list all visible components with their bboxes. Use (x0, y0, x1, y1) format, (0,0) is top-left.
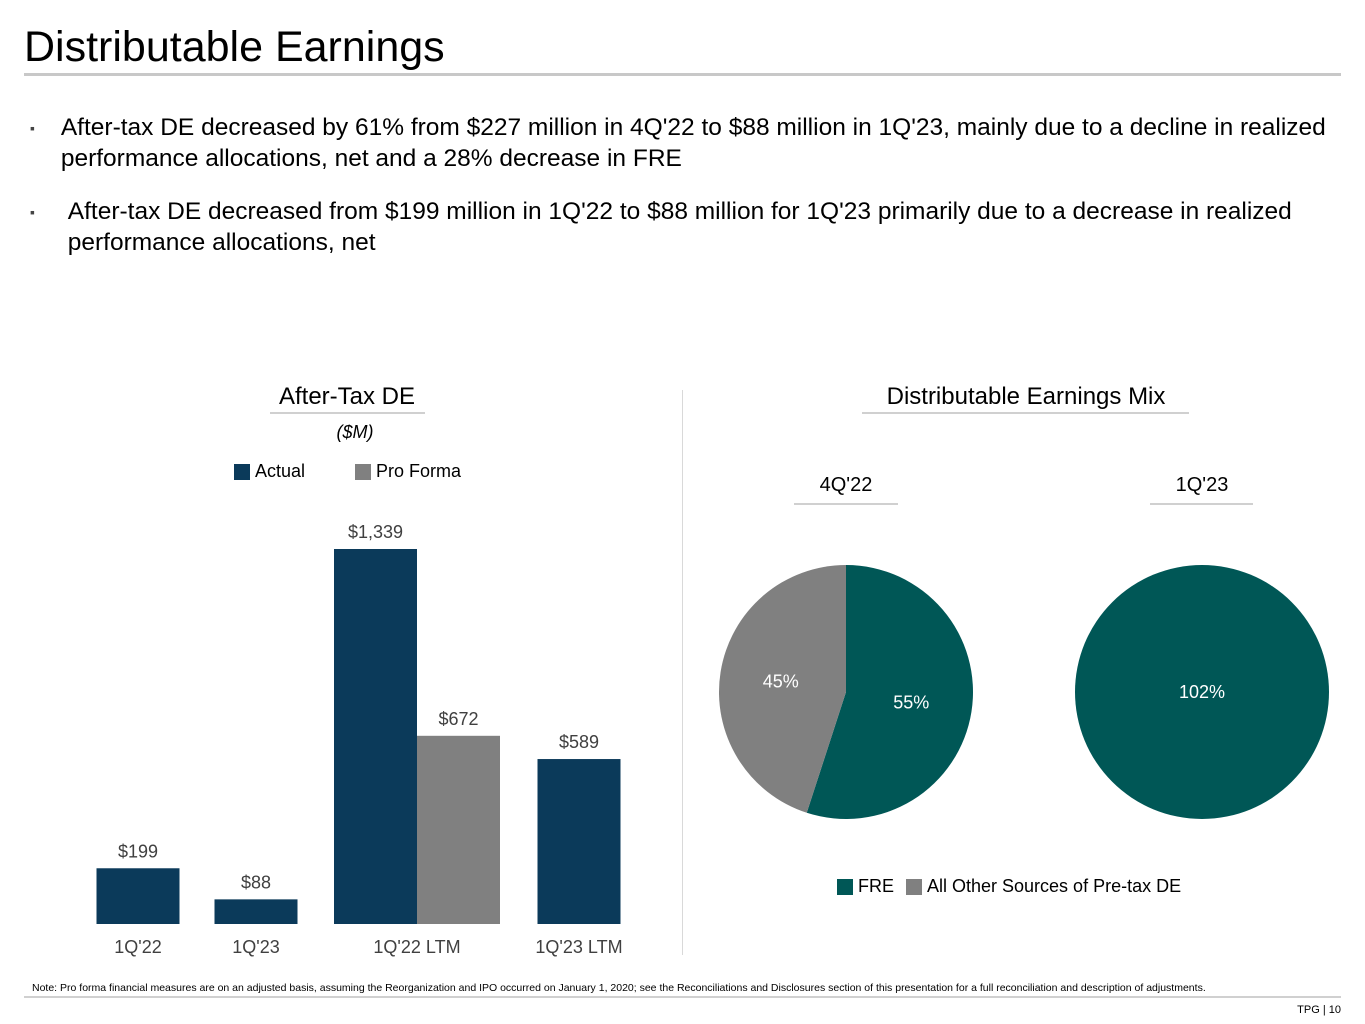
pie-chart-legend: FRE All Other Sources of Pre-tax DE (837, 876, 1193, 897)
x-tick-label: 1Q'23 (232, 937, 279, 957)
bullet-text: After-tax DE decreased by 61% from $227 … (60, 114, 1326, 172)
x-tick-label: 1Q'23 LTM (535, 937, 622, 957)
legend-label-actual: Actual (255, 461, 306, 481)
bar-chart: $199 1Q'22 $88 1Q'23 $1,339 $672 1Q'22 LTM $589… (96, 522, 623, 957)
bullet-list: ▪ After-tax DE decreased by 61% from $22… (30, 112, 1330, 280)
x-tick-label: 1Q'22 (114, 937, 161, 957)
pie-chart-title: Distributable Earnings Mix (886, 383, 1166, 410)
bar-pro-forma (417, 735, 500, 924)
footer-rule (24, 996, 1341, 998)
bar-chart-title-rule (270, 412, 425, 414)
legend-item-other: All Other Sources of Pre-tax DE (906, 876, 1181, 897)
pie-chart-title-rule (862, 412, 1189, 414)
chart-divider (682, 390, 683, 955)
pie-label-1q23: 1Q'23 (1175, 474, 1229, 496)
pie-slice-all-other-sources-of-pre-tax-de (719, 565, 846, 813)
pie-chart: 55% 45% 102% (719, 565, 1329, 819)
footnote: Note: Pro forma financial measures are o… (32, 982, 1206, 994)
legend-label-fre: FRE (858, 876, 894, 896)
pie-slice-label: 55% (893, 692, 929, 712)
pie-slice-fre (806, 565, 973, 819)
legend-swatch-pro-forma (355, 463, 372, 480)
bar-actual (537, 759, 621, 924)
page-number: TPG | 10 (1297, 1004, 1341, 1016)
legend-swatch-actual (234, 463, 250, 480)
x-tick-label: 1Q'22 LTM (373, 937, 460, 957)
bullet-text: After-tax DE decreased from $199 million… (67, 198, 1292, 256)
page-title: Distributable Earnings (24, 23, 445, 71)
pie-slice-label: 102% (1179, 682, 1225, 702)
legend-item-pro-forma: Pro Forma (355, 461, 461, 482)
bar-actual (334, 549, 417, 924)
bullet-item: ▪ After-tax DE decreased from $199 milli… (30, 196, 1330, 258)
bar-chart-title: After-Tax DE (278, 383, 416, 410)
bar-value-label: $672 (438, 709, 478, 729)
pie-slice-fre (1075, 565, 1329, 819)
legend-item-fre: FRE (837, 876, 894, 897)
bar-actual (214, 899, 298, 924)
pie-label-4q22: 4Q'22 (819, 474, 873, 496)
legend-item-actual: Actual (234, 461, 305, 482)
bullet-marker: ▪ (30, 204, 35, 220)
bullet-marker: ▪ (30, 120, 35, 136)
bar-value-label: $88 (241, 872, 271, 892)
legend-swatch-other (906, 878, 922, 895)
bar-chart-units: ($M) (336, 422, 374, 442)
title-rule (24, 73, 1341, 76)
pie-slice-label: 45% (763, 672, 799, 692)
legend-swatch-fre (837, 878, 853, 895)
bar-value-label: $199 (118, 841, 158, 861)
bar-chart-legend: Actual Pro Forma (234, 461, 473, 482)
bar-value-label: $1,339 (348, 522, 403, 542)
bar-value-label: $589 (559, 732, 599, 752)
legend-label-pro-forma: Pro Forma (376, 461, 462, 481)
bar-actual (96, 868, 180, 924)
bullet-item: ▪ After-tax DE decreased by 61% from $22… (30, 112, 1330, 174)
pie-label-rule-4q22 (794, 503, 898, 505)
legend-label-other: All Other Sources of Pre-tax DE (927, 876, 1182, 896)
pie-label-rule-1q23 (1150, 503, 1253, 505)
